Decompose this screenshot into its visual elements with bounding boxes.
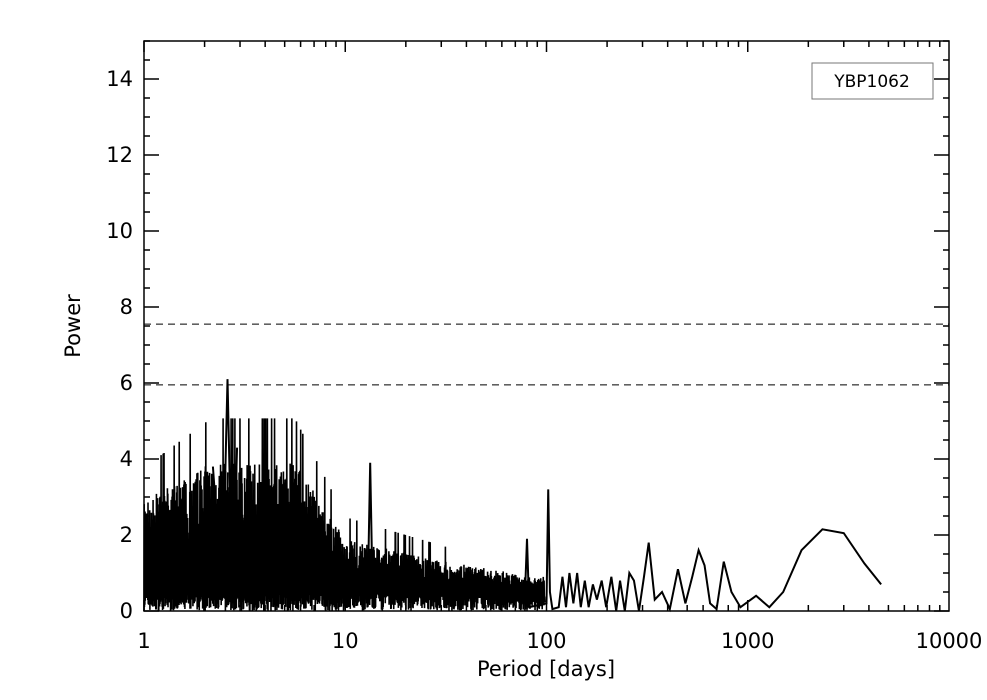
x-axis-title: Period [days] <box>477 657 615 681</box>
x-axis-tick-labels: 1 10 100 1000 10000 <box>137 629 982 653</box>
series-line-1 <box>211 379 882 613</box>
y-tick-label: 10 <box>106 219 133 243</box>
dense-noise-band <box>143 418 546 612</box>
legend-box: YBP1062 <box>811 62 934 100</box>
y-tick-label: 4 <box>120 447 133 471</box>
axis-ticks <box>143 40 949 612</box>
x-tick-label: 100 <box>526 629 566 653</box>
legend-label: YBP1062 <box>833 72 910 92</box>
dense-noise-trace <box>143 418 546 612</box>
y-tick-label: 8 <box>120 295 133 319</box>
x-tick-label: 1 <box>137 629 150 653</box>
y-tick-label: 14 <box>106 67 133 91</box>
false-alarm-threshold-lines <box>144 323 949 386</box>
y-tick-label: 6 <box>120 371 133 395</box>
periodogram-series <box>211 379 882 613</box>
legend-frame <box>811 62 934 100</box>
y-axis-title: Power <box>61 294 85 358</box>
x-tick-label: 10000 <box>916 629 983 653</box>
y-tick-label: 0 <box>120 599 133 623</box>
y-axis-tick-labels: 0 2 4 6 8 10 12 14 <box>106 67 133 623</box>
y-tick-label: 2 <box>120 523 133 547</box>
x-tick-label: 1000 <box>721 629 774 653</box>
y-tick-label: 12 <box>106 143 133 167</box>
x-tick-label: 10 <box>332 629 359 653</box>
